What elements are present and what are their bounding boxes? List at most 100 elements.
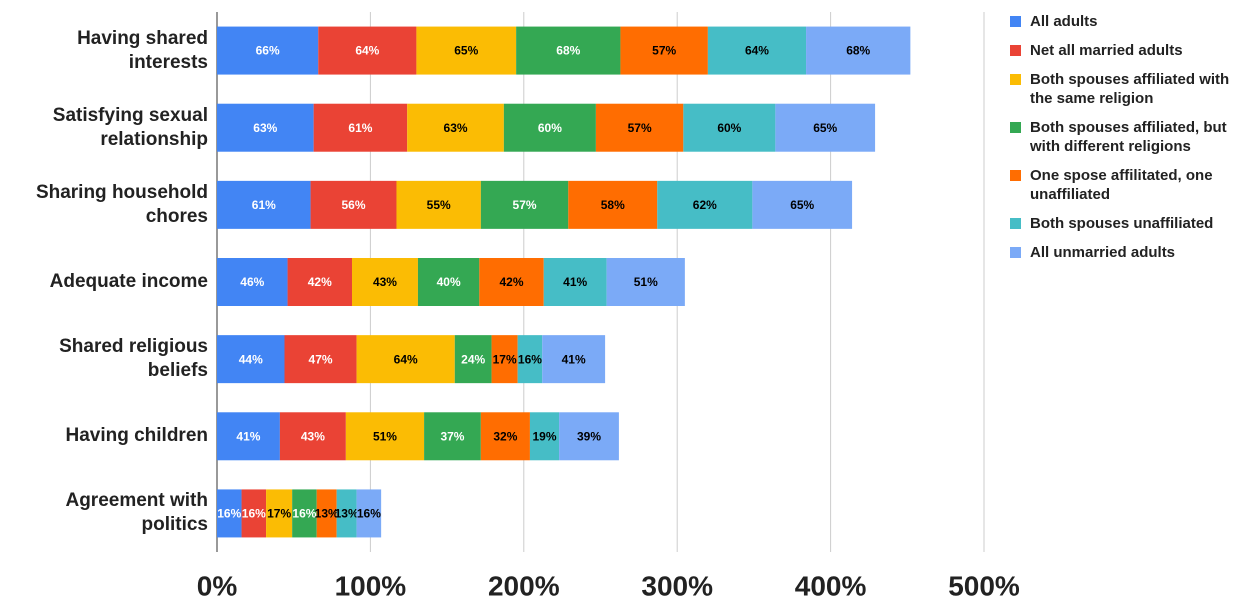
bar-segment bbox=[217, 412, 280, 461]
data-label: 57% bbox=[513, 198, 537, 212]
data-label: 68% bbox=[556, 44, 580, 58]
bar-segment bbox=[424, 412, 481, 461]
data-label: 17% bbox=[267, 507, 291, 521]
bar-segment bbox=[454, 335, 492, 384]
data-label: 46% bbox=[240, 275, 264, 289]
data-label: 65% bbox=[790, 198, 814, 212]
data-label: 57% bbox=[652, 44, 676, 58]
data-label: 57% bbox=[628, 121, 652, 135]
bar-segment bbox=[266, 489, 293, 538]
bar-segment bbox=[217, 258, 288, 306]
legend-label: Both spouses affiliated with the same re… bbox=[1030, 71, 1230, 107]
legend-item: Both spouses affiliated, but with differ… bbox=[1010, 118, 1250, 156]
bar-segment bbox=[559, 412, 619, 461]
data-label: 68% bbox=[846, 44, 870, 58]
bar-segment bbox=[217, 335, 285, 384]
data-label: 65% bbox=[454, 44, 478, 58]
data-label: 40% bbox=[437, 275, 461, 289]
x-tick-label: 300% bbox=[641, 570, 713, 601]
data-label: 44% bbox=[239, 352, 263, 366]
bar-segment bbox=[657, 180, 753, 229]
bar-segment bbox=[407, 103, 504, 152]
bar-segment bbox=[775, 103, 876, 152]
bar-segment bbox=[318, 26, 417, 75]
legend-swatch bbox=[1010, 218, 1021, 229]
x-tick-label: 500% bbox=[948, 570, 1020, 601]
data-label: 42% bbox=[308, 275, 332, 289]
legend-item: Net all married adults bbox=[1010, 41, 1250, 60]
data-label: 64% bbox=[745, 44, 769, 58]
data-label: 60% bbox=[538, 121, 562, 135]
bar-segment bbox=[316, 489, 337, 538]
bar-segment bbox=[479, 258, 544, 306]
legend-swatch bbox=[1010, 74, 1021, 85]
legend-swatch bbox=[1010, 170, 1021, 181]
bar-segment bbox=[416, 26, 517, 75]
bar-segment bbox=[217, 180, 311, 229]
data-label: 17% bbox=[493, 352, 517, 366]
category-label: Having children bbox=[65, 425, 208, 447]
data-label: 56% bbox=[342, 198, 366, 212]
bar-segment bbox=[217, 103, 314, 152]
bar-segment bbox=[491, 335, 518, 384]
bar-segment bbox=[217, 489, 242, 538]
legend: All adults Net all married adults Both spo… bbox=[1010, 12, 1250, 272]
data-label: 13% bbox=[335, 507, 359, 521]
data-label: 61% bbox=[348, 121, 372, 135]
bar-segment bbox=[752, 180, 853, 229]
data-label: 39% bbox=[577, 429, 601, 443]
bar-segment bbox=[241, 489, 267, 538]
bar-segment bbox=[336, 489, 357, 538]
legend-label: Net all married adults bbox=[1030, 42, 1183, 59]
data-label: 51% bbox=[634, 275, 658, 289]
legend-label: Both spouses unaffiliated bbox=[1030, 215, 1214, 232]
bar-segment bbox=[351, 258, 418, 306]
bar-segment bbox=[284, 335, 357, 384]
legend-swatch bbox=[1010, 45, 1021, 56]
bar-segment bbox=[707, 26, 807, 75]
legend-label: All adults bbox=[1030, 13, 1098, 30]
data-label: 63% bbox=[444, 121, 468, 135]
data-label: 55% bbox=[427, 198, 451, 212]
data-label: 66% bbox=[256, 44, 280, 58]
legend-label: One spose affilitated, one unaffiliated bbox=[1030, 167, 1213, 203]
data-label: 64% bbox=[355, 44, 379, 58]
legend-item: Both spouses affiliated with the same re… bbox=[1010, 70, 1250, 108]
legend-swatch bbox=[1010, 122, 1021, 133]
data-label: 37% bbox=[440, 429, 464, 443]
data-label: 62% bbox=[693, 198, 717, 212]
data-label: 58% bbox=[601, 198, 625, 212]
x-tick-label: 200% bbox=[488, 570, 560, 601]
data-label: 63% bbox=[253, 121, 277, 135]
data-label: 41% bbox=[236, 429, 260, 443]
data-label: 61% bbox=[252, 198, 276, 212]
legend-label: Both spouses affiliated, but with differ… bbox=[1030, 119, 1227, 155]
data-label: 64% bbox=[394, 352, 418, 366]
bar-segment bbox=[292, 489, 317, 538]
bar-segment bbox=[287, 258, 352, 306]
data-label: 41% bbox=[563, 275, 587, 289]
bar-segment bbox=[480, 412, 530, 461]
bar-segment bbox=[543, 258, 607, 306]
data-label: 16% bbox=[292, 507, 316, 521]
category-label: Agreement with politics bbox=[65, 490, 208, 536]
x-tick-label: 400% bbox=[795, 570, 867, 601]
data-label: 16% bbox=[217, 507, 241, 521]
bar-segment bbox=[345, 412, 425, 461]
data-label: 42% bbox=[500, 275, 524, 289]
x-tick-label: 100% bbox=[335, 570, 407, 601]
legend-item: One spose affilitated, one unaffiliated bbox=[1010, 166, 1250, 204]
data-label: 19% bbox=[532, 429, 556, 443]
data-label: 16% bbox=[518, 352, 542, 366]
bar-segment bbox=[310, 180, 397, 229]
category-label: Having shared interests bbox=[77, 27, 208, 73]
bar-segment bbox=[417, 258, 480, 306]
bar-segment bbox=[313, 103, 408, 152]
legend-item: All adults bbox=[1010, 12, 1250, 31]
bar-segment bbox=[279, 412, 346, 461]
bar-segment bbox=[396, 180, 481, 229]
category-label: Satisfying sexual relationship bbox=[52, 104, 208, 150]
bar-segment bbox=[683, 103, 776, 152]
